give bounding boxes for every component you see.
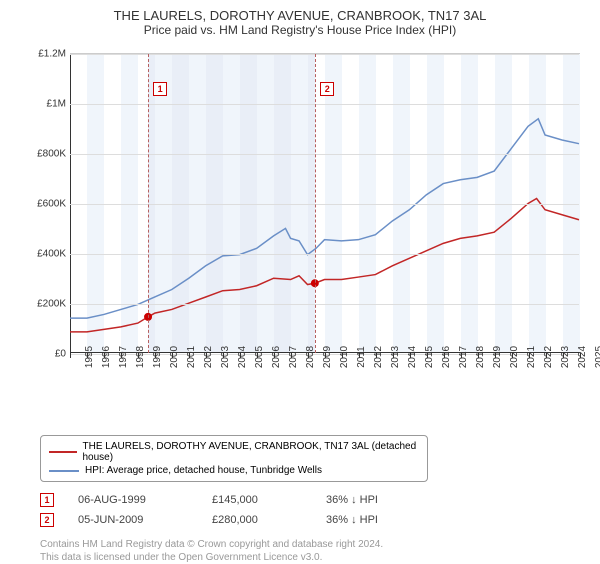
sale-index-box: 2 [40, 513, 54, 527]
series-hpi [70, 119, 579, 318]
legend-swatch [49, 451, 77, 453]
sale-marker-label: 1 [153, 82, 167, 96]
sale-price: £280,000 [212, 514, 302, 526]
y-tick-label: £1.2M [38, 49, 66, 60]
chart-container: THE LAURELS, DOROTHY AVENUE, CRANBROOK, … [0, 0, 600, 560]
legend-label: HPI: Average price, detached house, Tunb… [85, 465, 322, 476]
sale-date: 05-JUN-2009 [78, 514, 188, 526]
series-price_paid [70, 199, 579, 332]
footer-line: Contains HM Land Registry data © Crown c… [40, 538, 590, 551]
chart-area: £0£200K£400K£600K£800K£1M£1.2M1995199619… [30, 43, 590, 393]
footer-line: This data is licensed under the Open Gov… [40, 551, 590, 564]
legend-swatch [49, 470, 79, 472]
sales-table: 1 06-AUG-1999 £145,000 36% ↓ HPI 2 05-JUN-200… [40, 490, 590, 530]
sale-delta: 36% ↓ HPI [326, 514, 378, 526]
sale-row: 2 05-JUN-2009 £280,000 36% ↓ HPI [40, 510, 590, 530]
y-tick-label: £200K [37, 299, 66, 310]
y-tick-label: £400K [37, 249, 66, 260]
legend-item: HPI: Average price, detached house, Tunb… [49, 464, 419, 477]
sale-marker-label: 2 [320, 82, 334, 96]
chart-subtitle: Price paid vs. HM Land Registry's House … [10, 23, 590, 37]
legend-item: THE LAURELS, DOROTHY AVENUE, CRANBROOK, … [49, 440, 419, 464]
sale-index-box: 1 [40, 493, 54, 507]
y-tick-label: £600K [37, 199, 66, 210]
y-tick-label: £0 [55, 349, 66, 360]
chart-title: THE LAURELS, DOROTHY AVENUE, CRANBROOK, … [10, 8, 590, 23]
sale-delta: 36% ↓ HPI [326, 494, 378, 506]
footer-attribution: Contains HM Land Registry data © Crown c… [40, 538, 590, 564]
y-tick-label: £800K [37, 149, 66, 160]
legend-box: THE LAURELS, DOROTHY AVENUE, CRANBROOK, … [40, 435, 428, 482]
y-tick-label: £1M [47, 99, 66, 110]
sale-row: 1 06-AUG-1999 £145,000 36% ↓ HPI [40, 490, 590, 510]
x-tick-label: 2025 [580, 346, 600, 368]
legend-label: THE LAURELS, DOROTHY AVENUE, CRANBROOK, … [83, 441, 420, 463]
sale-date: 06-AUG-1999 [78, 494, 188, 506]
sale-price: £145,000 [212, 494, 302, 506]
plot-area: £0£200K£400K£600K£800K£1M£1.2M1995199619… [70, 53, 580, 353]
